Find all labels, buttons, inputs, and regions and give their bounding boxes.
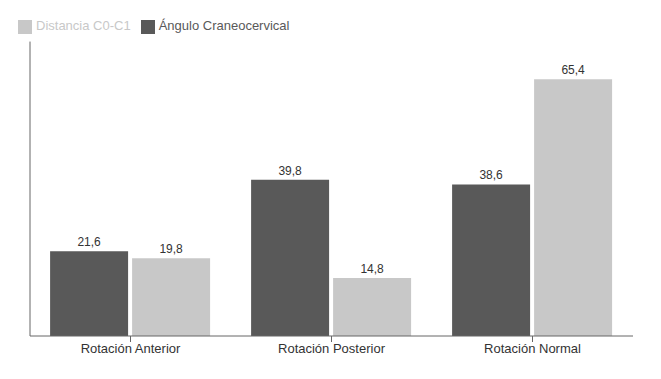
svg-text:14,8: 14,8: [360, 262, 384, 276]
html-text:Ángulo Craneocervical: Ángulo Craneocervical: [158, 18, 290, 33]
svg-text:19,8: 19,8: [159, 242, 183, 256]
svg-text:Rotación Normal: Rotación Normal: [484, 341, 581, 356]
html-text:Distancia C0-C1: Distancia C0-C1: [36, 18, 131, 33]
svg-text:Rotación Posterior: Rotación Posterior: [278, 341, 386, 356]
svg-text:Rotación Anterior: Rotación Anterior: [81, 341, 181, 356]
svg-text:38,6: 38,6: [479, 168, 503, 182]
svg-text:65,4: 65,4: [561, 63, 585, 77]
svg-text:39,8: 39,8: [278, 164, 302, 178]
svg-text:21,6: 21,6: [77, 235, 101, 249]
